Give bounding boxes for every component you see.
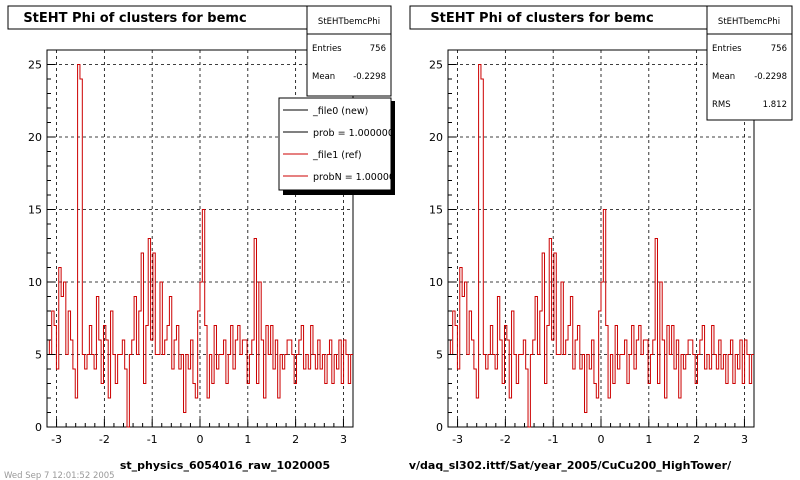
x-tick-label: -3 — [452, 433, 463, 446]
x-tick-label: -1 — [548, 433, 559, 446]
stats-entries-label: Entries — [312, 44, 342, 54]
panel-right-stats-box — [706, 5, 793, 121]
panel-left-stats-name: StEHTbemcPhi — [318, 17, 380, 27]
histogram-ref-line — [448, 64, 754, 428]
panel-right: StEHT Phi of clusters for bemc 051015202… — [409, 5, 793, 472]
y-tick-label: 10 — [28, 276, 42, 289]
panel-left-axes: 0 5 10 15 20 25 -3 -2 -1 0 1 2 3 — [28, 59, 347, 447]
legend-label: probN = 1.000000 — [313, 172, 401, 183]
footer-timestamp: Wed Sep 7 12:01:52 2005 — [4, 471, 115, 480]
stats-rms-value: 1.812 — [763, 100, 787, 110]
panel-right-xlabel: v/daq_sl302.ittf/Sat/year_2005/CuCu200_H… — [409, 459, 732, 472]
x-tick-label: 0 — [197, 433, 204, 446]
stats-mean-value: -0.2298 — [353, 72, 386, 82]
x-tick-label: 3 — [340, 433, 347, 446]
stats-mean-label: Mean — [312, 72, 335, 82]
panel-right-axes: 0 5 10 15 20 25 -3 -2 -1 0 1 2 3 — [429, 59, 748, 447]
y-tick-label: 20 — [28, 131, 42, 144]
x-tick-label: 2 — [292, 433, 299, 446]
y-tick-label: 25 — [28, 59, 42, 72]
panel-left-title: StEHT Phi of clusters for bemc — [23, 11, 246, 26]
stats-mean-label: Mean — [712, 72, 735, 82]
y-tick-label: 10 — [429, 276, 443, 289]
x-tick-label: 2 — [693, 433, 700, 446]
y-tick-label: 15 — [429, 204, 443, 217]
x-tick-label: -1 — [147, 433, 158, 446]
x-tick-label: 3 — [741, 433, 748, 446]
stats-rms-label: RMS — [712, 100, 731, 110]
x-tick-label: 0 — [598, 433, 605, 446]
stats-entries-label: Entries — [712, 44, 742, 54]
x-tick-label: -3 — [51, 433, 62, 446]
y-tick-label: 5 — [35, 349, 42, 362]
panel-left-xlabel: st_physics_6054016_raw_1020005 — [120, 459, 330, 472]
y-tick-label: 0 — [35, 421, 42, 434]
legend-label: _file1 (ref) — [312, 150, 362, 161]
panel-left: StEHT Phi of clusters for bemc 051015202… — [7, 5, 401, 472]
panel-right-histogram — [448, 64, 754, 428]
x-tick-label: 1 — [244, 433, 251, 446]
legend-label: prob = 1.000000 — [313, 128, 394, 139]
panel-right-title: StEHT Phi of clusters for bemc — [430, 11, 653, 26]
stats-entries-value: 756 — [370, 44, 386, 54]
stats-entries-value: 756 — [771, 44, 787, 54]
legend-label: _file0 (new) — [312, 106, 368, 117]
x-tick-label: 1 — [645, 433, 652, 446]
y-tick-label: 15 — [28, 204, 42, 217]
panel-right-stats-name: StEHTbemcPhi — [718, 17, 780, 27]
y-tick-label: 0 — [436, 421, 443, 434]
y-tick-label: 25 — [429, 59, 443, 72]
stats-mean-value: -0.2298 — [754, 72, 787, 82]
panel-left-stats-box — [306, 5, 392, 97]
histogram-ref-line — [47, 64, 353, 428]
y-tick-label: 20 — [429, 131, 443, 144]
panel-left-histogram — [47, 64, 353, 428]
x-tick-label: -2 — [99, 433, 110, 446]
panel-left-legend — [278, 97, 392, 191]
x-tick-label: -2 — [500, 433, 511, 446]
y-tick-label: 5 — [436, 349, 443, 362]
